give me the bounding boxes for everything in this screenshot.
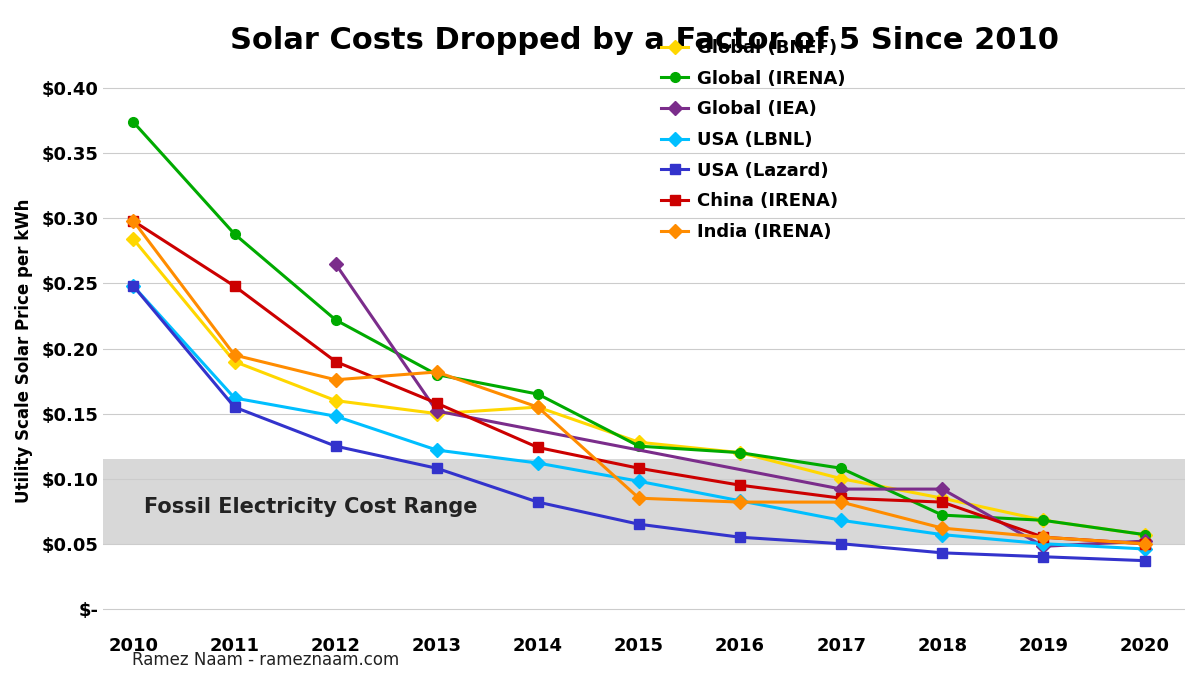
- USA (Lazard): [834, 540, 848, 548]
- Global (BNEF): [1138, 530, 1152, 539]
- China (IRENA): [733, 481, 748, 489]
- Global (IRENA): [530, 390, 545, 399]
- India (IRENA): [631, 494, 646, 503]
- USA (Lazard): [227, 403, 241, 411]
- USA (Lazard): [631, 520, 646, 528]
- China (IRENA): [1138, 540, 1152, 548]
- India (IRENA): [530, 403, 545, 411]
- Global (BNEF): [430, 410, 444, 418]
- Global (BNEF): [834, 475, 848, 483]
- India (IRENA): [430, 368, 444, 376]
- Global (IRENA): [430, 371, 444, 379]
- Global (IRENA): [329, 315, 343, 324]
- USA (Lazard): [530, 498, 545, 506]
- India (IRENA): [733, 498, 748, 506]
- USA (Lazard): [430, 464, 444, 473]
- China (IRENA): [834, 494, 848, 503]
- Y-axis label: Utility Scale Solar Price per kWh: Utility Scale Solar Price per kWh: [14, 198, 34, 503]
- China (IRENA): [1037, 533, 1051, 542]
- Global (BNEF): [530, 403, 545, 411]
- Global (BNEF): [1037, 516, 1051, 524]
- USA (LBNL): [1138, 544, 1152, 553]
- Text: Fossil Electricity Cost Range: Fossil Electricity Cost Range: [144, 497, 478, 517]
- India (IRENA): [126, 217, 140, 225]
- USA (Lazard): [1037, 553, 1051, 561]
- Global (BNEF): [935, 494, 949, 503]
- India (IRENA): [1037, 533, 1051, 542]
- USA (Lazard): [126, 282, 140, 290]
- Global (IRENA): [631, 442, 646, 450]
- USA (LBNL): [631, 477, 646, 486]
- USA (Lazard): [1138, 556, 1152, 565]
- India (IRENA): [1138, 540, 1152, 548]
- China (IRENA): [329, 357, 343, 366]
- Line: India (IRENA): India (IRENA): [128, 216, 1150, 549]
- USA (LBNL): [430, 446, 444, 454]
- India (IRENA): [227, 351, 241, 359]
- Line: China (IRENA): China (IRENA): [128, 216, 1150, 549]
- Global (IRENA): [1037, 516, 1051, 524]
- Global (IEA): [1037, 542, 1051, 551]
- USA (Lazard): [935, 549, 949, 557]
- Global (IEA): [935, 485, 949, 493]
- Global (IEA): [329, 260, 343, 268]
- USA (LBNL): [530, 459, 545, 467]
- Legend: Global (BNEF), Global (IRENA), Global (IEA), USA (LBNL), USA (Lazard), China (IR: Global (BNEF), Global (IRENA), Global (I…: [653, 30, 854, 250]
- Global (BNEF): [733, 448, 748, 456]
- Global (IRENA): [227, 230, 241, 238]
- China (IRENA): [631, 464, 646, 473]
- Global (IRENA): [1138, 530, 1152, 539]
- Global (IRENA): [733, 448, 748, 456]
- Global (BNEF): [329, 396, 343, 405]
- China (IRENA): [126, 217, 140, 225]
- Line: Global (IEA): Global (IEA): [331, 259, 1150, 551]
- China (IRENA): [227, 282, 241, 290]
- China (IRENA): [935, 498, 949, 506]
- Global (BNEF): [227, 357, 241, 366]
- India (IRENA): [935, 524, 949, 533]
- Global (IRENA): [834, 464, 848, 473]
- Bar: [103, 459, 1186, 544]
- Global (BNEF): [631, 438, 646, 447]
- USA (Lazard): [733, 533, 748, 542]
- Global (BNEF): [126, 235, 140, 244]
- USA (LBNL): [733, 496, 748, 505]
- Text: Ramez Naam - rameznaam.com: Ramez Naam - rameznaam.com: [132, 651, 400, 669]
- USA (LBNL): [1037, 540, 1051, 548]
- Line: USA (LBNL): USA (LBNL): [128, 281, 1150, 554]
- Global (IEA): [1138, 537, 1152, 545]
- Global (IRENA): [935, 511, 949, 519]
- India (IRENA): [834, 498, 848, 506]
- Global (IEA): [430, 407, 444, 415]
- USA (LBNL): [329, 412, 343, 420]
- China (IRENA): [530, 443, 545, 452]
- Line: Global (IRENA): Global (IRENA): [128, 117, 1150, 540]
- USA (LBNL): [935, 530, 949, 539]
- USA (Lazard): [329, 442, 343, 450]
- Title: Solar Costs Dropped by a Factor of 5 Since 2010: Solar Costs Dropped by a Factor of 5 Sin…: [229, 27, 1058, 55]
- USA (LBNL): [126, 282, 140, 290]
- Global (IEA): [834, 485, 848, 493]
- India (IRENA): [329, 376, 343, 384]
- Line: USA (Lazard): USA (Lazard): [128, 281, 1150, 565]
- Global (IRENA): [126, 118, 140, 126]
- Line: Global (BNEF): Global (BNEF): [128, 235, 1150, 540]
- China (IRENA): [430, 399, 444, 408]
- USA (LBNL): [834, 516, 848, 524]
- USA (LBNL): [227, 394, 241, 402]
